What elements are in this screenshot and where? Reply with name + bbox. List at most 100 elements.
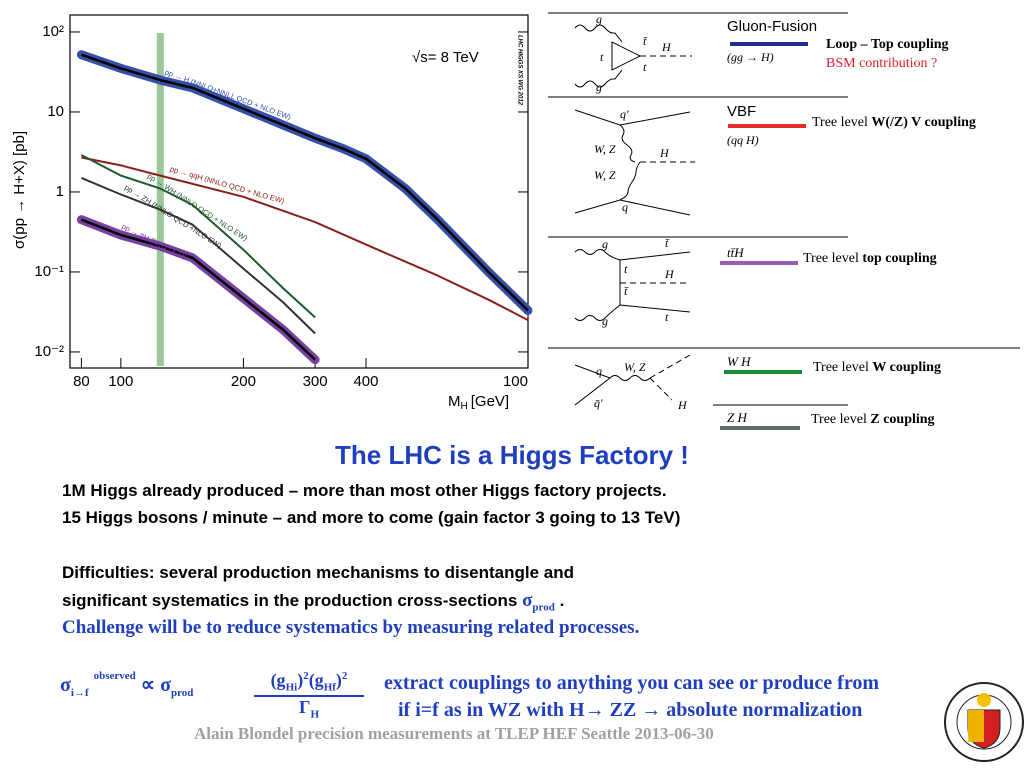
quark-line xyxy=(574,109,691,126)
logo-half xyxy=(968,710,984,742)
fraction: (gHi)2(gHf)2 ΓH xyxy=(254,670,364,720)
boson-line xyxy=(619,124,641,201)
coupling-note: Loop – Top coupling xyxy=(826,37,949,52)
process-name: Gluon-Fusion xyxy=(727,18,817,35)
text-line: extract couplings to anything you can se… xyxy=(384,672,879,694)
diagram-labels: g t t̄ H t g q′ W, Z H W, Z q g t̄ t H t… xyxy=(594,12,688,412)
note-bold: top coupling xyxy=(862,251,936,266)
process-name: tt̄H xyxy=(727,245,744,260)
particle: t xyxy=(665,310,669,324)
num: Hf xyxy=(323,681,336,694)
sym: σ xyxy=(60,674,71,696)
numerator: (gHi)2(gHf)2 xyxy=(254,670,364,697)
gluon xyxy=(574,304,621,321)
particle: W, Z xyxy=(594,168,616,182)
process-name: W H xyxy=(727,354,751,369)
note-prefix: Tree level xyxy=(813,360,869,375)
process-name: Z H xyxy=(727,410,747,425)
text-line: significant systematics in the productio… xyxy=(62,590,564,613)
particle: q xyxy=(596,364,602,378)
symbol: σ xyxy=(522,590,533,611)
coupling-note: Tree level top coupling xyxy=(803,251,937,266)
x-axis-label: MH [GeV] xyxy=(448,393,509,412)
sup: observed xyxy=(93,670,136,683)
x-tick-label: 100 xyxy=(108,373,133,390)
particle: H xyxy=(659,146,670,160)
logo-sun xyxy=(977,693,991,707)
note-bold: W(/Z) V coupling xyxy=(871,115,976,130)
particle: g xyxy=(602,237,608,251)
note-prefix: Tree level xyxy=(811,412,867,427)
sym: ∝ σ xyxy=(140,674,171,696)
particle: g xyxy=(602,314,608,328)
x-tick-label: 80 xyxy=(73,373,90,390)
y-tick-label: 10² xyxy=(42,23,64,40)
quark-line xyxy=(574,364,612,406)
y-tick-label: 10 xyxy=(47,103,64,120)
slide-title: The LHC is a Higgs Factory ! xyxy=(335,440,689,470)
higgs-line xyxy=(649,377,673,401)
y-axis-label: σ(pp → H+X) [pb] xyxy=(11,131,28,249)
particle: q̄′ xyxy=(594,396,603,410)
diagrams xyxy=(548,12,1020,406)
num: (g xyxy=(270,670,286,690)
figure: σ(pp → H+X) [pb] MH [GeV] √s= 8 TeV LHC H… xyxy=(11,12,1020,430)
gluon xyxy=(574,69,623,88)
x-tick-label: 400 xyxy=(353,373,378,390)
num: (g xyxy=(308,670,324,690)
particle: t xyxy=(643,60,647,74)
subscript: prod xyxy=(532,601,555,614)
x-tick-label: 200 xyxy=(231,373,256,390)
plot: σ(pp → H+X) [pb] MH [GeV] √s= 8 TeV LHC H… xyxy=(11,14,533,412)
num: 2 xyxy=(303,670,309,682)
y-tick-label: 10⁻¹ xyxy=(34,263,64,280)
watermark: LHC HIGGS XS WG 2012 xyxy=(516,35,522,106)
den: Γ xyxy=(298,696,311,717)
particle: t̄ xyxy=(624,284,628,298)
x-label-unit: [GeV] xyxy=(471,393,509,410)
coupling-note: Tree level Z coupling xyxy=(811,412,935,427)
particle: W, Z xyxy=(594,142,616,156)
den: H xyxy=(310,708,319,721)
formula: σi→f observed ∝ σprod xyxy=(60,670,194,699)
particle: g xyxy=(596,12,602,26)
process-formula: (gg → H) xyxy=(727,50,774,64)
series-label: pp → H (NNLO+NNLL QCD + NLO EW) xyxy=(164,68,293,122)
text: significant systematics in the productio… xyxy=(62,591,518,610)
particle: q′ xyxy=(620,107,629,121)
series-line xyxy=(81,176,316,335)
series-band xyxy=(76,50,533,315)
particle: t xyxy=(624,262,628,276)
text-line: Difficulties: several production mechani… xyxy=(62,563,575,582)
boson-line xyxy=(609,375,651,381)
x-label-main: M xyxy=(448,393,461,410)
quark-line xyxy=(574,199,691,216)
num: ) xyxy=(335,670,342,690)
particle: t̄ xyxy=(643,34,647,48)
process-formula: (qq H) xyxy=(727,133,759,147)
quark-loop xyxy=(611,41,642,71)
x-label-sub: H xyxy=(461,401,468,412)
particle: g xyxy=(596,80,602,94)
particle: H xyxy=(661,40,672,54)
num: ) xyxy=(297,670,304,690)
particle: t̄ xyxy=(665,236,669,250)
x-tick-label: 300 xyxy=(303,373,328,390)
particle: q xyxy=(622,200,628,214)
gluon xyxy=(574,249,621,261)
series-line xyxy=(81,156,529,321)
sub: prod xyxy=(170,687,194,699)
sub: i→f xyxy=(70,687,89,699)
note-prefix: Tree level xyxy=(812,115,868,130)
note-bold: W coupling xyxy=(872,360,941,375)
diagram-legend: Gluon-Fusion (gg → H) Loop – Top couplin… xyxy=(720,18,976,430)
y-tick-label: 1 xyxy=(56,183,64,200)
x-tick-label: 100 xyxy=(503,373,528,390)
energy-annotation: √s= 8 TeV xyxy=(412,49,479,66)
quark-line xyxy=(619,251,691,313)
coupling-note: Tree level W coupling xyxy=(813,360,941,375)
bsm-note: BSM contribution ? xyxy=(826,56,937,71)
note-bold: Z coupling xyxy=(870,412,934,427)
text-line: if i=f as in WZ with H→ ZZ → absolute no… xyxy=(398,699,863,721)
